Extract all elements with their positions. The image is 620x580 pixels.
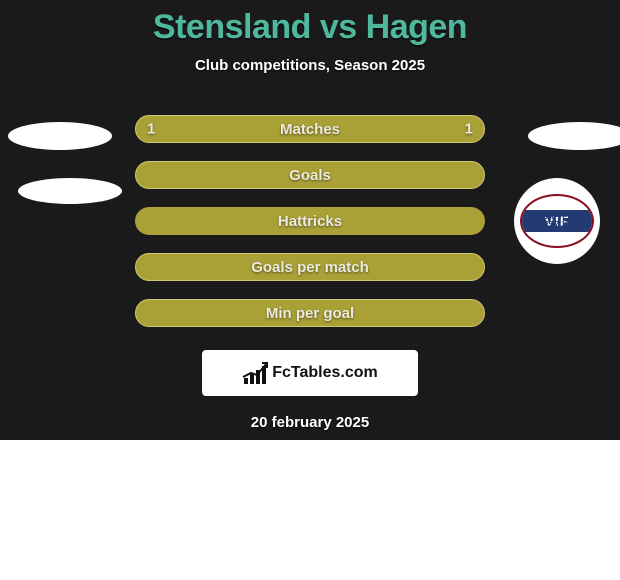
badge-top-text: STIFTET bbox=[543, 214, 571, 221]
badge-bottom-text: 29·7·13 bbox=[545, 221, 569, 228]
stat-value-right: 1 bbox=[465, 121, 473, 138]
stat-row-matches: 1 Matches 1 bbox=[0, 106, 620, 152]
stat-label: Hattricks bbox=[278, 213, 342, 230]
subtitle: Club competitions, Season 2025 bbox=[0, 57, 620, 74]
title-player-left: Stensland bbox=[153, 8, 311, 46]
comparison-card: Stensland vs Hagen Club competitions, Se… bbox=[0, 0, 620, 440]
stat-label: Min per goal bbox=[266, 305, 354, 322]
page-title: Stensland vs Hagen bbox=[0, 0, 620, 47]
stat-row-hattricks: Hattricks bbox=[0, 198, 620, 244]
stat-rows: 1 Matches 1 Goals Hattricks Goals per ma… bbox=[0, 106, 620, 336]
footer-date: 20 february 2025 bbox=[0, 414, 620, 431]
brand-trend-line-icon bbox=[242, 362, 268, 380]
stat-row-min-per-goal: Min per goal bbox=[0, 290, 620, 336]
stat-label: Goals per match bbox=[251, 259, 369, 276]
brand-box: FcTables.com bbox=[202, 350, 418, 396]
title-player-right: Hagen bbox=[366, 8, 467, 46]
stat-row-goals-per-match: Goals per match bbox=[0, 244, 620, 290]
stat-row-goals: Goals bbox=[0, 152, 620, 198]
brand-chart-icon bbox=[242, 362, 268, 384]
stat-label: Matches bbox=[280, 121, 340, 138]
stat-label: Goals bbox=[289, 167, 331, 184]
brand-text: FcTables.com bbox=[272, 364, 378, 382]
title-vs: vs bbox=[320, 8, 357, 46]
stat-value-left: 1 bbox=[147, 121, 155, 138]
